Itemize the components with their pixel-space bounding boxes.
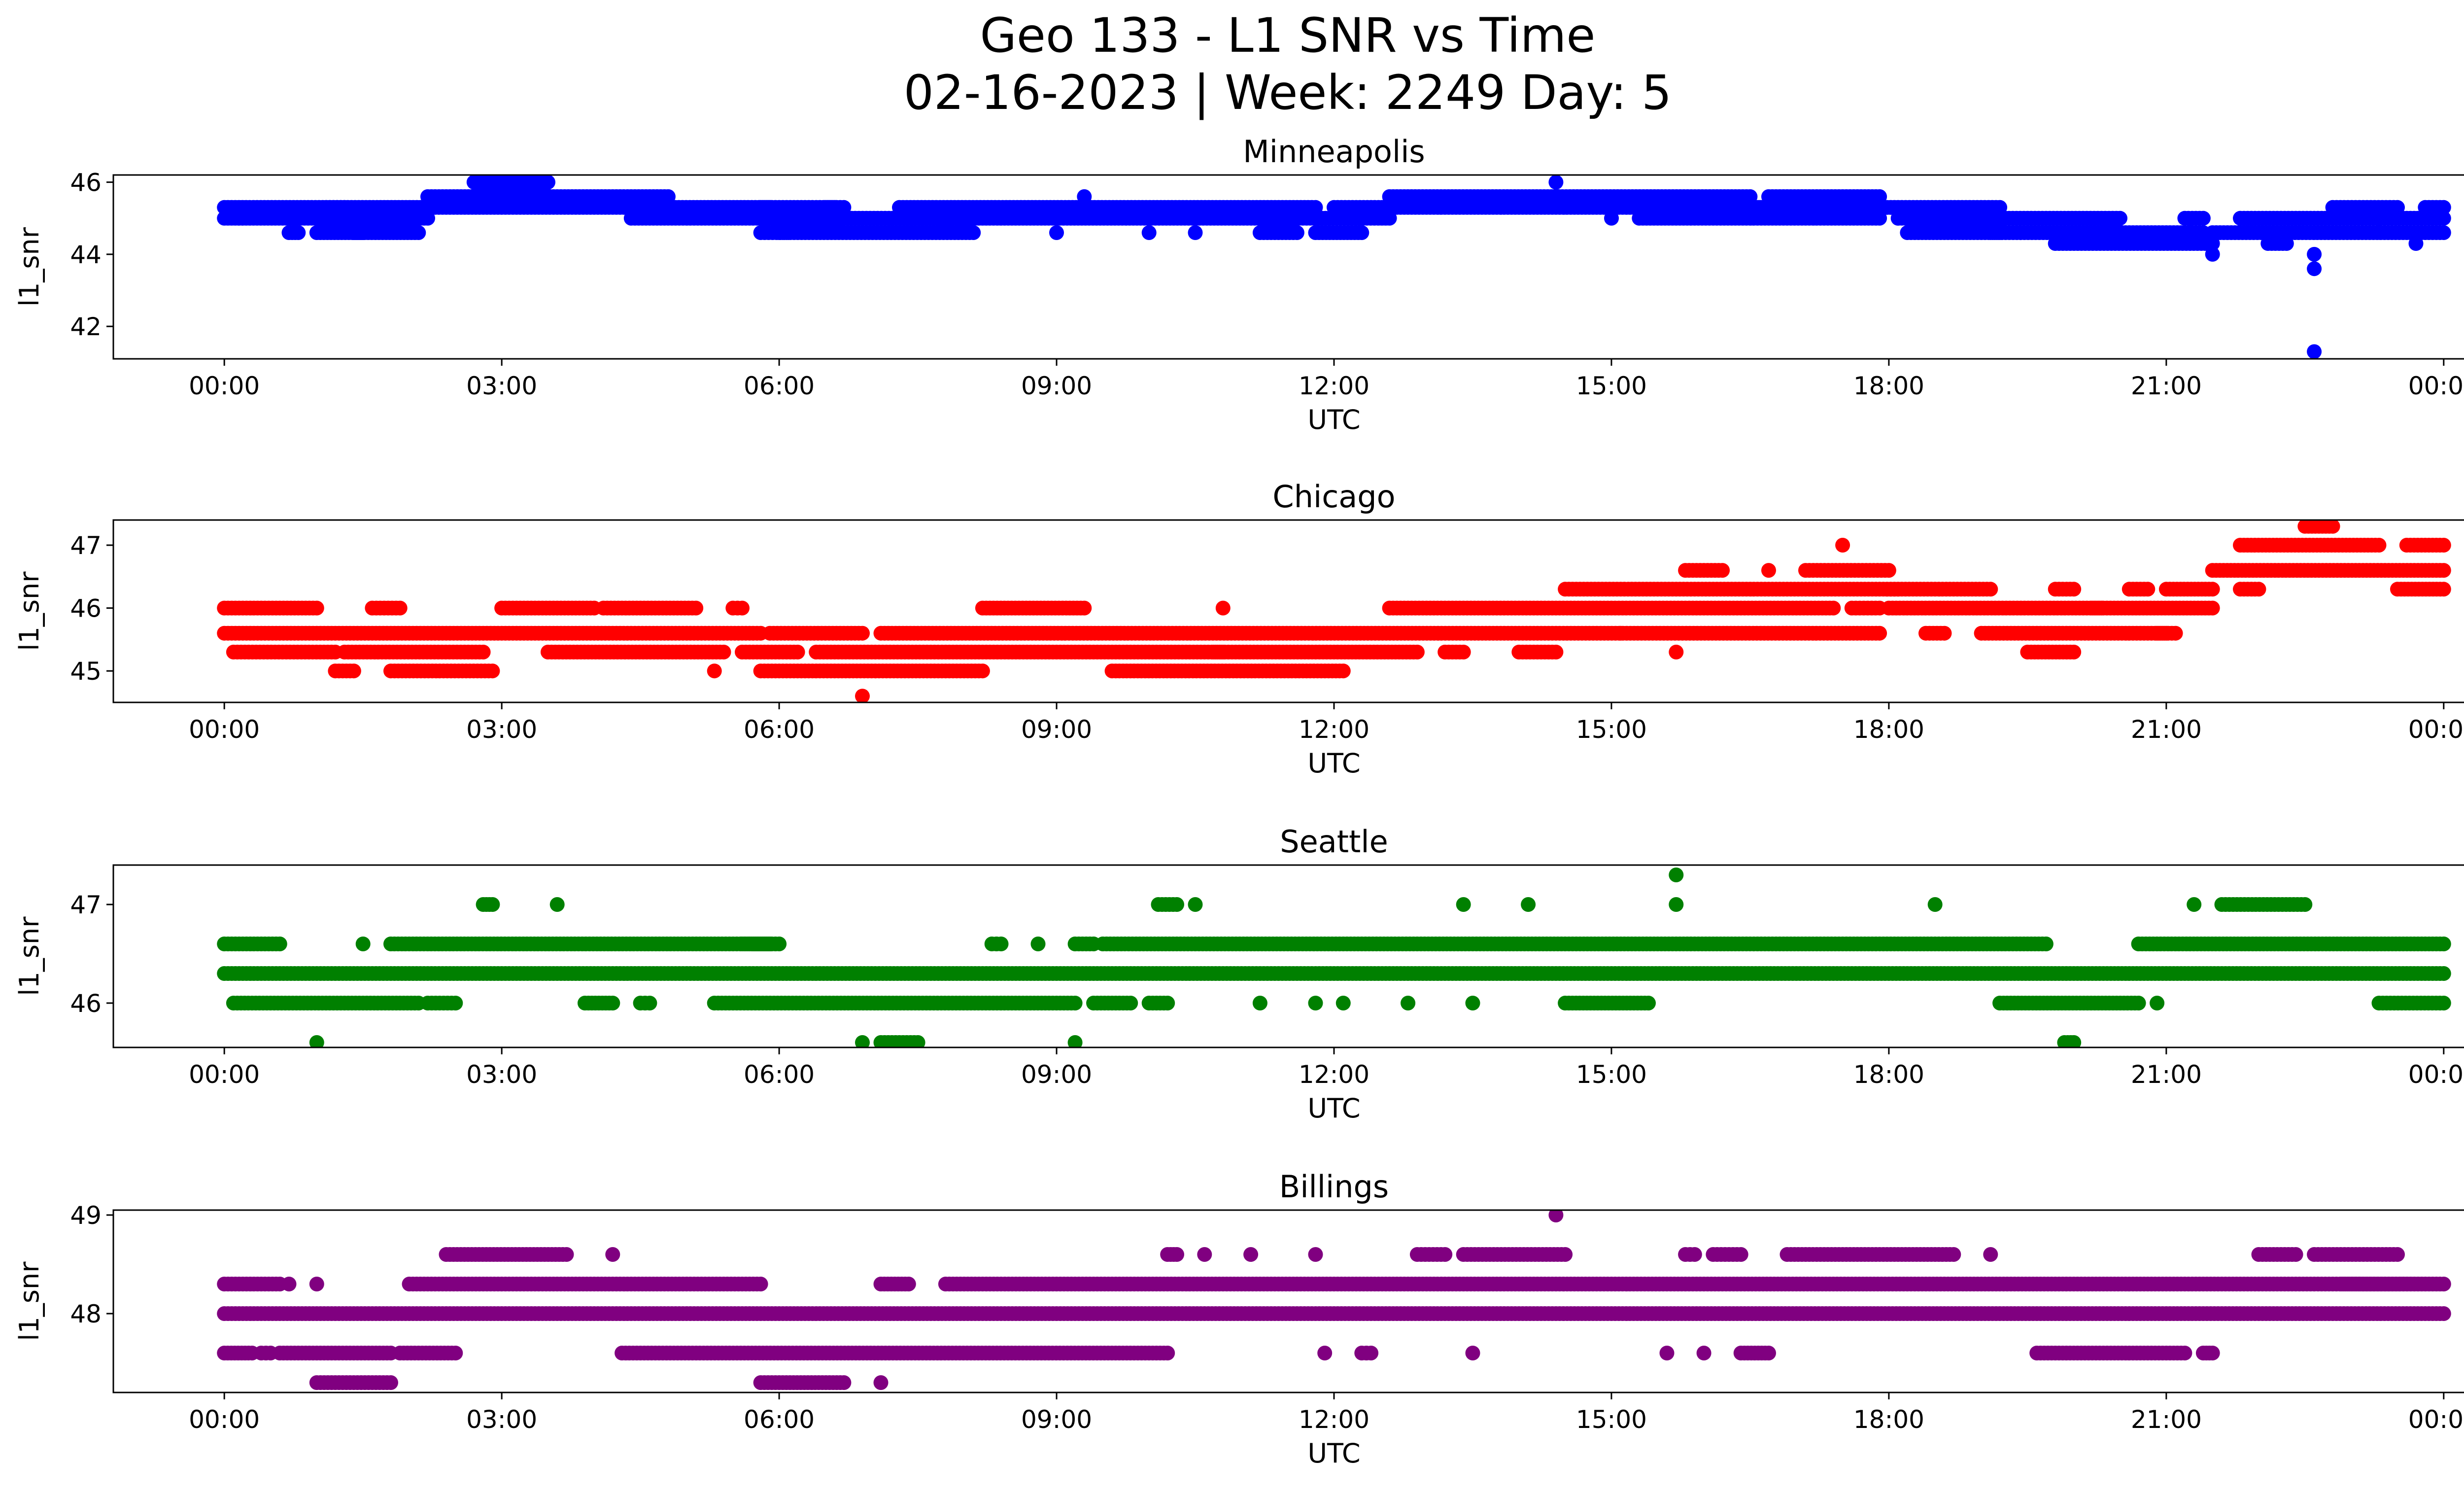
x-tick-label: 15:00 xyxy=(1576,372,1647,400)
subplot-chicago: Chicago 00:00 03:00 06:00 09:00 12:00 15:00 18:… xyxy=(14,479,2464,779)
snr-level-45-6 xyxy=(217,626,2183,641)
y-axis-label: l1_snr xyxy=(14,916,45,996)
x-tick-label: 06:00 xyxy=(744,1405,815,1434)
y-axis-label: l1_snr xyxy=(14,1261,45,1341)
x-tick-label: 12:00 xyxy=(1299,372,1369,400)
snr-level-46 xyxy=(217,600,2220,616)
x-tick-label: 12:00 xyxy=(1299,1405,1369,1434)
snr-level-48-6 xyxy=(439,1247,2405,1262)
x-tick-label: 18:00 xyxy=(1853,1405,1924,1434)
snr-level-48-3 xyxy=(217,1277,2451,1291)
x-tick-label: 21:00 xyxy=(2131,1060,2202,1089)
x-tick-label: 00:00 xyxy=(2408,1405,2464,1434)
snr-level-46-6 xyxy=(217,936,2451,952)
snr-level-44-3 xyxy=(2048,236,2424,251)
x-axis-label: UTC xyxy=(1307,748,1360,779)
x-tick-label: 00:00 xyxy=(2408,372,2464,400)
subplot-title: Billings xyxy=(1279,1169,1389,1205)
x-tick-label: 18:00 xyxy=(1853,372,1924,400)
data-points xyxy=(217,520,2451,702)
x-tick-label: 06:00 xyxy=(744,715,815,744)
snr-level-46-3 xyxy=(217,966,2451,981)
subplot-minneapolis: Minneapolis 00:00 03:00 06:00 09:00 12:00 15:0… xyxy=(14,134,2464,435)
subplot-seattle: Seattle 00:00 03:00 06:00 09:00 12:00 15:00 18:… xyxy=(14,824,2464,1124)
snr-level-47 xyxy=(476,897,2313,912)
subplot-billings: Billings 00:00 03:00 06:00 09:00 12:00 15:00 18… xyxy=(14,1169,2464,1469)
x-axis-label: UTC xyxy=(1307,1438,1360,1469)
subplot-title: Seattle xyxy=(1280,824,1388,860)
y-axis-label: l1_snr xyxy=(14,227,45,307)
x-tick-label: 09:00 xyxy=(1021,1405,1092,1434)
figure-title-line-1: Geo 133 - L1 SNR vs Time xyxy=(980,8,1596,63)
x-tick-label: 09:00 xyxy=(1021,372,1092,400)
axes-frame xyxy=(112,864,2464,1048)
x-tick-label: 21:00 xyxy=(2131,1405,2202,1434)
snr-level-44-6 xyxy=(281,225,2451,241)
x-tick-label: 18:00 xyxy=(1853,715,1924,744)
snr-level-47-3 xyxy=(2297,520,2340,534)
subplot-title: Minneapolis xyxy=(1243,134,1425,170)
snr-level-49 xyxy=(1548,1210,1564,1222)
y-tick-label: 45 xyxy=(70,657,102,686)
x-tick-label: 03:00 xyxy=(466,1060,537,1089)
snr-level-45-3 xyxy=(217,200,2451,215)
snr-level-46-6 xyxy=(1678,563,2451,578)
x-tick-label: 21:00 xyxy=(2131,715,2202,744)
snr-level-46 xyxy=(466,175,1564,190)
x-tick-label: 15:00 xyxy=(1576,715,1647,744)
y-tick-label: 49 xyxy=(70,1201,102,1230)
snr-level-41-3 xyxy=(2307,344,2322,359)
x-tick-label: 18:00 xyxy=(1853,1060,1924,1089)
x-tick-label: 00:00 xyxy=(2408,1060,2464,1089)
snr-level-47 xyxy=(1835,538,2451,553)
snr-level-47-3 xyxy=(1669,868,1684,882)
snr-level-46-3 xyxy=(1558,582,2451,597)
y-tick-label: 42 xyxy=(70,313,102,341)
snr-level-45 xyxy=(328,663,1351,679)
x-tick-label: 09:00 xyxy=(1021,715,1092,744)
snr-level-45-3 xyxy=(226,644,2082,660)
data-points xyxy=(217,1210,2451,1391)
x-tick-label: 12:00 xyxy=(1299,1060,1369,1089)
snr-level-43-6 xyxy=(2307,261,2322,277)
y-tick-label: 47 xyxy=(70,891,102,919)
x-tick-label: 06:00 xyxy=(744,372,815,400)
x-tick-label: 00:00 xyxy=(189,715,260,744)
data-points xyxy=(217,868,2451,1047)
x-tick-label: 09:00 xyxy=(1021,1060,1092,1089)
x-tick-label: 00:00 xyxy=(2408,715,2464,744)
data-points xyxy=(217,175,2451,359)
x-tick-label: 03:00 xyxy=(466,1405,537,1434)
snr-level-47-3 xyxy=(309,1375,889,1391)
y-tick-label: 46 xyxy=(70,169,102,197)
x-tick-label: 03:00 xyxy=(466,715,537,744)
snr-level-48 xyxy=(217,1306,2451,1321)
x-tick-label: 00:00 xyxy=(189,372,260,400)
subplot-title: Chicago xyxy=(1272,479,1395,515)
y-tick-label: 46 xyxy=(70,989,102,1018)
x-axis-label: UTC xyxy=(1307,1093,1360,1124)
x-tick-label: 06:00 xyxy=(744,1060,815,1089)
x-tick-label: 00:00 xyxy=(189,1405,260,1434)
y-tick-label: 47 xyxy=(70,531,102,560)
y-axis-label: l1_snr xyxy=(14,571,45,651)
snr-level-44-6 xyxy=(855,689,870,702)
x-tick-label: 21:00 xyxy=(2131,372,2202,400)
x-tick-label: 03:00 xyxy=(466,372,537,400)
snr-level-45-6 xyxy=(420,189,1887,204)
y-tick-label: 46 xyxy=(70,594,102,623)
x-tick-label: 15:00 xyxy=(1576,1060,1647,1089)
snr-level-47-6 xyxy=(217,1346,2220,1361)
figure-title-line-2: 02-16-2023 | Week: 2249 Day: 5 xyxy=(903,65,1672,120)
x-tick-label: 00:00 xyxy=(189,1060,260,1089)
y-tick-label: 48 xyxy=(70,1300,102,1328)
snr-level-46 xyxy=(226,996,2451,1011)
figure-title: Geo 133 - L1 SNR vs Time 02-16-2023 | We… xyxy=(0,7,2464,121)
axes-frame xyxy=(112,1209,2464,1393)
x-tick-label: 15:00 xyxy=(1576,1405,1647,1434)
y-tick-label: 44 xyxy=(70,241,102,269)
x-axis-label: UTC xyxy=(1307,404,1360,435)
x-tick-label: 12:00 xyxy=(1299,715,1369,744)
